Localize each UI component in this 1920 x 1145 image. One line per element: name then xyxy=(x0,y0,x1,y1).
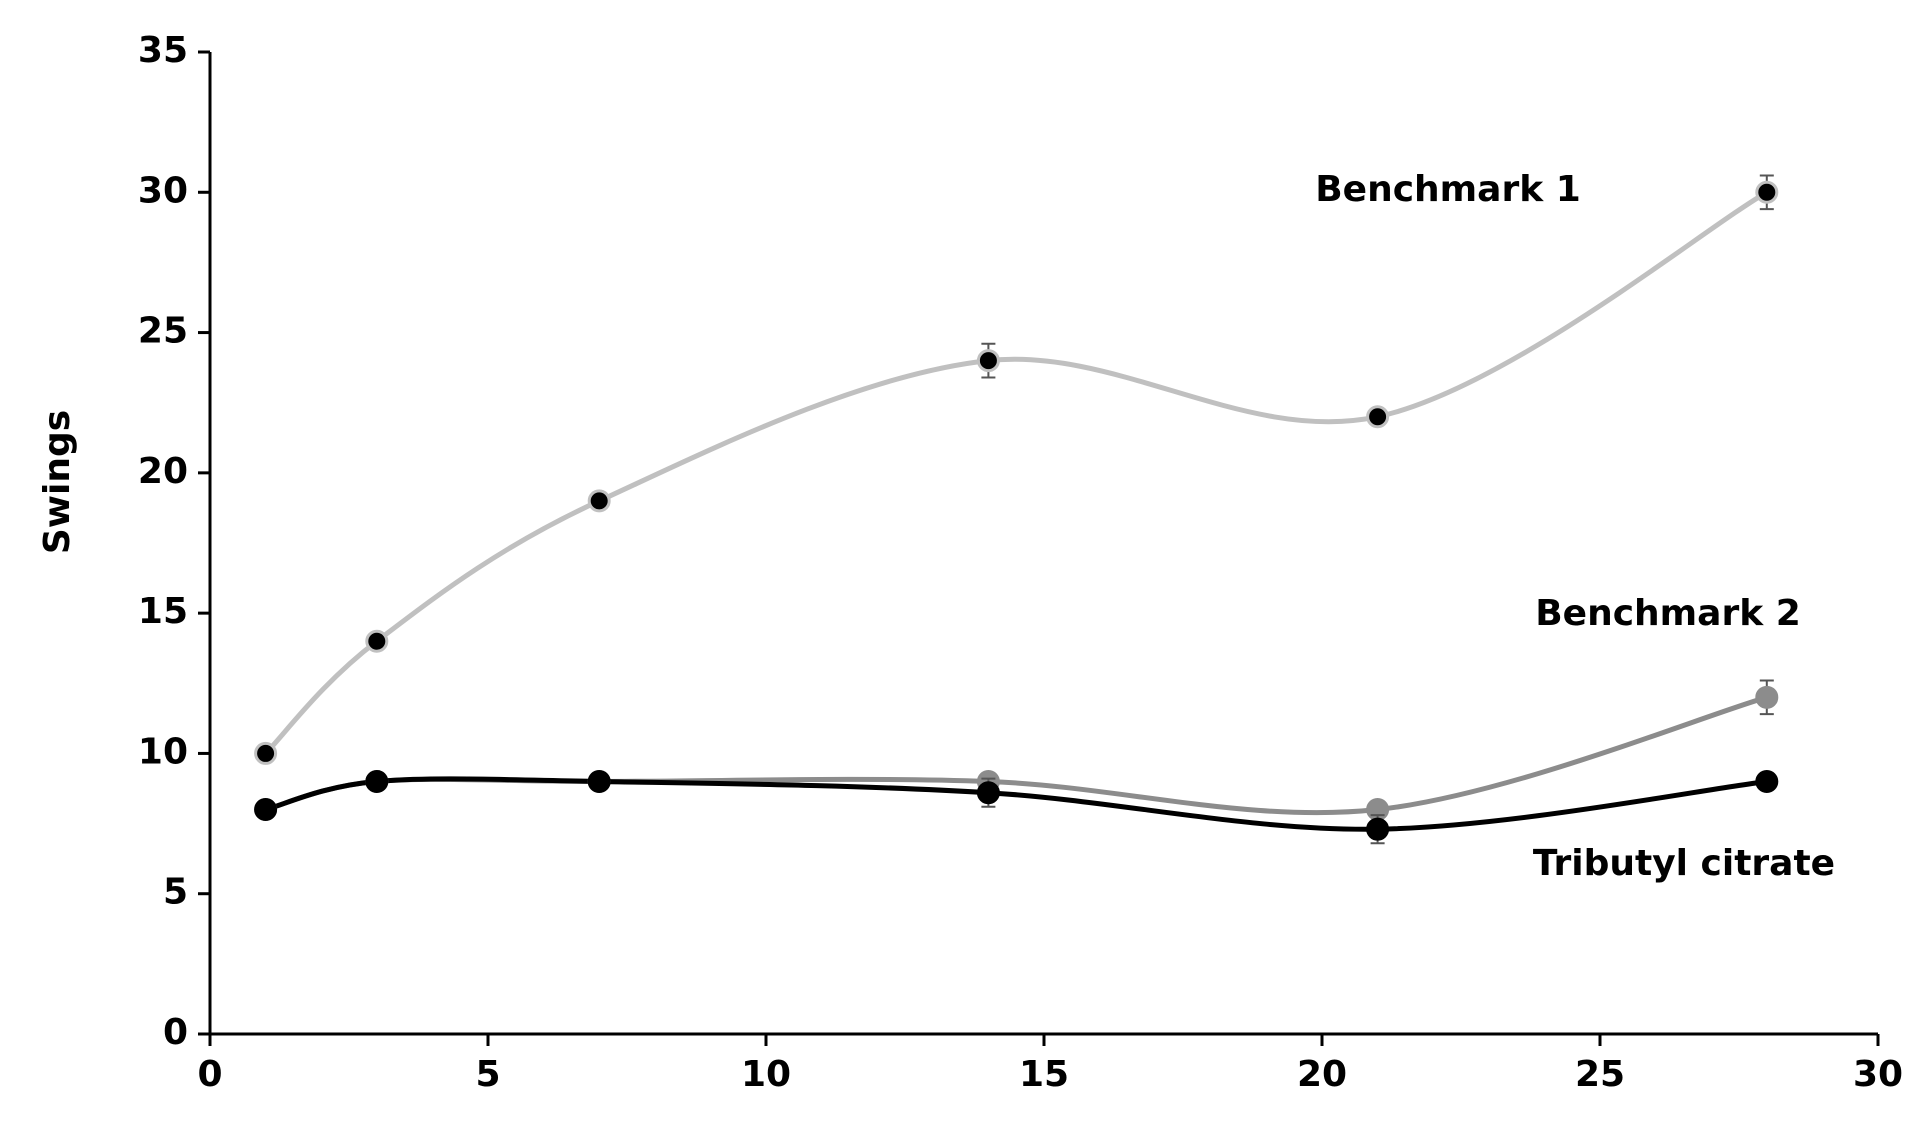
marker xyxy=(1366,817,1390,841)
series-label: Benchmark 2 xyxy=(1535,593,1801,634)
marker xyxy=(1755,769,1779,793)
y-tick-label: 0 xyxy=(163,1012,188,1053)
y-tick-label: 25 xyxy=(138,311,188,352)
marker xyxy=(587,489,611,513)
marker xyxy=(1755,180,1779,204)
marker xyxy=(976,349,1000,373)
series-label: Benchmark 1 xyxy=(1315,169,1581,210)
y-axis-label: Swings xyxy=(37,410,78,554)
x-tick-label: 15 xyxy=(1019,1054,1069,1095)
y-tick-label: 10 xyxy=(138,731,188,772)
marker xyxy=(976,781,1000,805)
x-tick-label: 0 xyxy=(197,1054,222,1095)
y-tick-label: 5 xyxy=(163,872,188,913)
marker xyxy=(587,769,611,793)
x-tick-label: 10 xyxy=(741,1054,791,1095)
y-tick-label: 30 xyxy=(138,170,188,211)
y-tick-label: 15 xyxy=(138,591,188,632)
marker xyxy=(365,629,389,653)
x-tick-label: 30 xyxy=(1853,1054,1903,1095)
marker xyxy=(1755,685,1779,709)
x-tick-label: 5 xyxy=(475,1054,500,1095)
series-line xyxy=(264,776,1768,832)
x-tick-label: 20 xyxy=(1297,1054,1347,1095)
marker xyxy=(254,741,278,765)
series-label: Tributyl citrate xyxy=(1533,843,1835,884)
marker xyxy=(365,769,389,793)
series-line xyxy=(263,190,1769,756)
marker xyxy=(1366,405,1390,429)
y-tick-label: 35 xyxy=(138,30,188,71)
x-tick-label: 25 xyxy=(1575,1054,1625,1095)
marker xyxy=(254,798,278,822)
y-tick-label: 20 xyxy=(138,451,188,492)
